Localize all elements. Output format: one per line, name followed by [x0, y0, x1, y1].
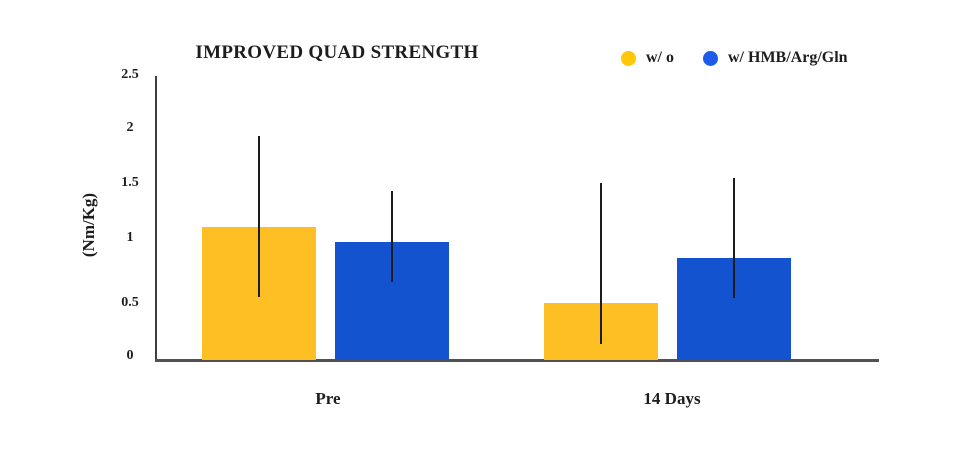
chart-title: IMPROVED QUAD STRENGTH: [195, 42, 479, 63]
errorbar-w-o-pre: [257, 135, 260, 298]
legend-item-hmb: w/ HMB/Arg/Gln: [703, 49, 848, 67]
y-axis-title: (Nm/Kg): [79, 192, 98, 258]
y-axis-line: [155, 76, 157, 361]
legend-swatch-yellow-icon: [621, 50, 636, 66]
legend-item-wo: w/ o: [621, 49, 674, 67]
legend-label-wo: w/ o: [646, 49, 674, 66]
errorbar-w-o-14-days: [599, 182, 602, 344]
x-axis-line: [155, 359, 879, 362]
y-tick-label-2: 2: [126, 120, 134, 135]
errorbar-w-hmb-arg-gln-pre: [390, 190, 393, 283]
legend: w/ o w/ HMB/Arg/Gln: [621, 49, 848, 67]
x-category-pre: Pre: [315, 389, 341, 408]
x-category-14days: 14 Days: [643, 389, 701, 408]
legend-label-hmb: w/ HMB/Arg/Gln: [728, 49, 848, 66]
y-tick-label-0-5: 0.5: [121, 295, 139, 310]
legend-swatch-blue-icon: [703, 50, 718, 66]
y-tick-label-1: 1: [126, 230, 134, 245]
y-tick-label-1-5: 1.5: [121, 175, 139, 190]
y-tick-label-0: 0: [126, 348, 134, 363]
errorbar-w-hmb-arg-gln-14-days: [732, 177, 735, 299]
y-tick-label-2-5: 2.5: [121, 67, 139, 82]
